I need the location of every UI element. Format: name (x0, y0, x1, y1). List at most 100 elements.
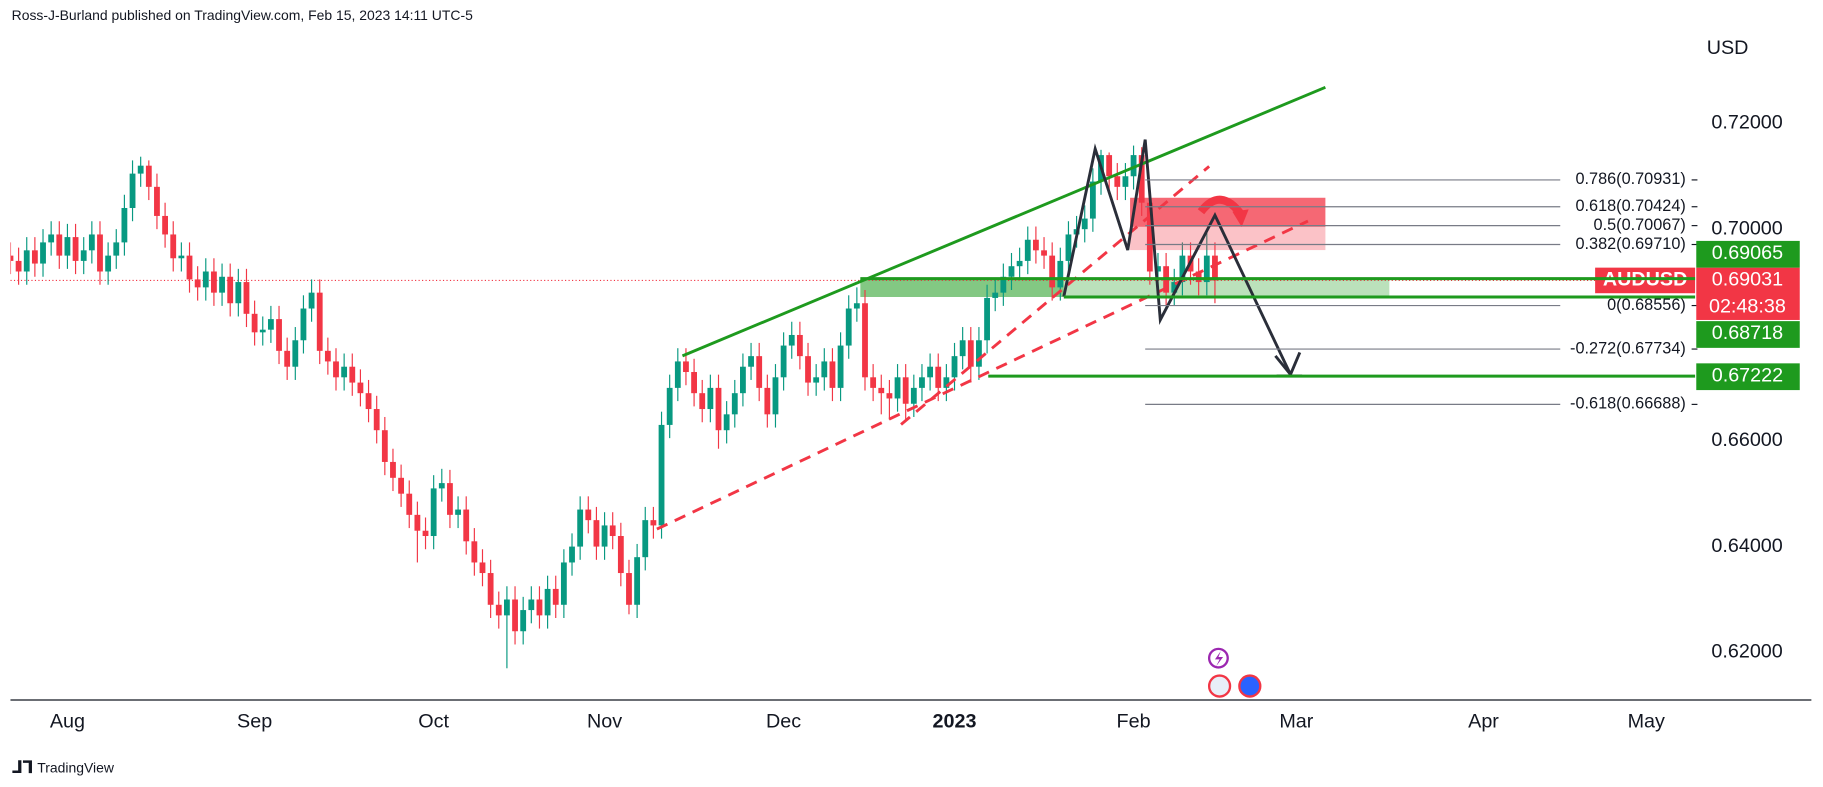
candle-body (927, 366, 934, 378)
candle-body (495, 604, 502, 616)
candle-body (845, 308, 852, 346)
level-label: 0.67222 (1712, 364, 1783, 386)
candle-body (178, 255, 185, 259)
candle-body (1122, 176, 1129, 187)
candle-body (520, 610, 527, 632)
fib-label: -0.272(0.67734) (1570, 339, 1686, 357)
candle-body (455, 509, 461, 515)
candle-body (992, 292, 999, 298)
event-icon[interactable] (1207, 647, 1229, 669)
candle-body (650, 520, 657, 526)
dashed-trend-line (900, 165, 1211, 426)
candle-body (80, 250, 87, 261)
x-tick-label: Mar (1279, 710, 1313, 732)
candle-body (1032, 239, 1039, 251)
candle-body (1000, 276, 1007, 293)
au-flag-icon[interactable] (1238, 674, 1262, 698)
candle-body (324, 350, 331, 362)
level-badge (1696, 240, 1800, 268)
candles (10, 145, 1218, 669)
candle-body (406, 493, 413, 515)
candle-body (447, 483, 453, 515)
candle-body (943, 377, 950, 388)
candle-body (976, 340, 982, 367)
fib-label: 0.382(0.69710) (1575, 235, 1685, 253)
footer: TradingView (37, 759, 115, 775)
candle-body (211, 271, 217, 293)
level-badge (1696, 363, 1800, 391)
candle-body (837, 345, 844, 388)
candle-body (772, 377, 779, 415)
candle-body (642, 520, 649, 558)
candle-body (528, 599, 535, 611)
candle-body (756, 356, 763, 388)
candle-body (438, 483, 445, 489)
x-tick-label: 2023 (933, 710, 977, 732)
candle-body (243, 282, 250, 314)
candle-body (31, 250, 38, 264)
candle-body (919, 377, 925, 388)
candle-body (1049, 255, 1056, 288)
candle-body (552, 588, 559, 605)
y-tick-label: 0.62000 (1711, 641, 1782, 663)
candle-body (88, 234, 95, 251)
y-tick-label: 0.72000 (1711, 112, 1782, 134)
level-badge (1696, 321, 1800, 348)
candle-body (145, 165, 152, 187)
candle-body (154, 186, 160, 216)
candle-body (707, 387, 714, 410)
zone-fill (860, 278, 1064, 297)
candle-body (251, 313, 258, 333)
candle-body (15, 260, 22, 272)
candle-body (64, 237, 71, 256)
level-label: 0.68718 (1712, 322, 1783, 344)
candle-body (276, 319, 282, 351)
candle-body (463, 509, 470, 542)
dashed-trend-line (656, 219, 1309, 531)
support-zone (10, 278, 1696, 297)
candle-body (219, 276, 225, 293)
x-tick-label: Oct (418, 710, 449, 732)
candle-body (731, 393, 738, 415)
candle-body (390, 461, 396, 478)
candle-body (593, 520, 600, 547)
candle-body (951, 356, 958, 378)
fib-label: 0.786(0.70931) (1575, 170, 1685, 188)
candle-body (894, 377, 901, 399)
candle-body (601, 525, 608, 547)
logo-mark: ⅃⅂ (12, 757, 33, 777)
us-flag-icon[interactable] (1207, 674, 1232, 698)
candle-body (780, 345, 787, 378)
x-tick-label: Aug (50, 710, 85, 732)
candle-body (284, 350, 291, 367)
candle-body (186, 255, 193, 280)
price-badge (1696, 267, 1800, 320)
candle-body (796, 334, 803, 357)
candle-body (1016, 260, 1023, 267)
currency-label: USD (1707, 37, 1749, 59)
curved-arrow-head (1232, 209, 1249, 227)
candle-body (683, 361, 689, 373)
candle-body (430, 488, 437, 537)
candle-body (259, 329, 266, 333)
candle-body (862, 303, 868, 378)
candle-body (1041, 250, 1047, 256)
candle-body (984, 297, 990, 341)
candle-body (829, 361, 836, 388)
fib-label: 0.618(0.70424) (1575, 197, 1685, 215)
candle-body (634, 557, 641, 605)
x-tick-label: Dec (766, 710, 801, 732)
fib-label: 0.5(0.70067) (1594, 216, 1686, 234)
x-tick-label: May (1628, 710, 1665, 732)
y-tick-label: 0.70000 (1711, 217, 1782, 239)
countdown-label: 02:48:38 (1709, 295, 1786, 317)
candle-body (577, 509, 584, 547)
candle-body (902, 377, 909, 404)
zone-fill-light (1063, 278, 1390, 297)
candle-body (23, 250, 30, 272)
event-icon-bolt (1214, 651, 1224, 667)
fib-label: -0.618(0.66688) (1570, 395, 1686, 413)
candle-body (349, 366, 356, 383)
candle-body (357, 382, 364, 394)
